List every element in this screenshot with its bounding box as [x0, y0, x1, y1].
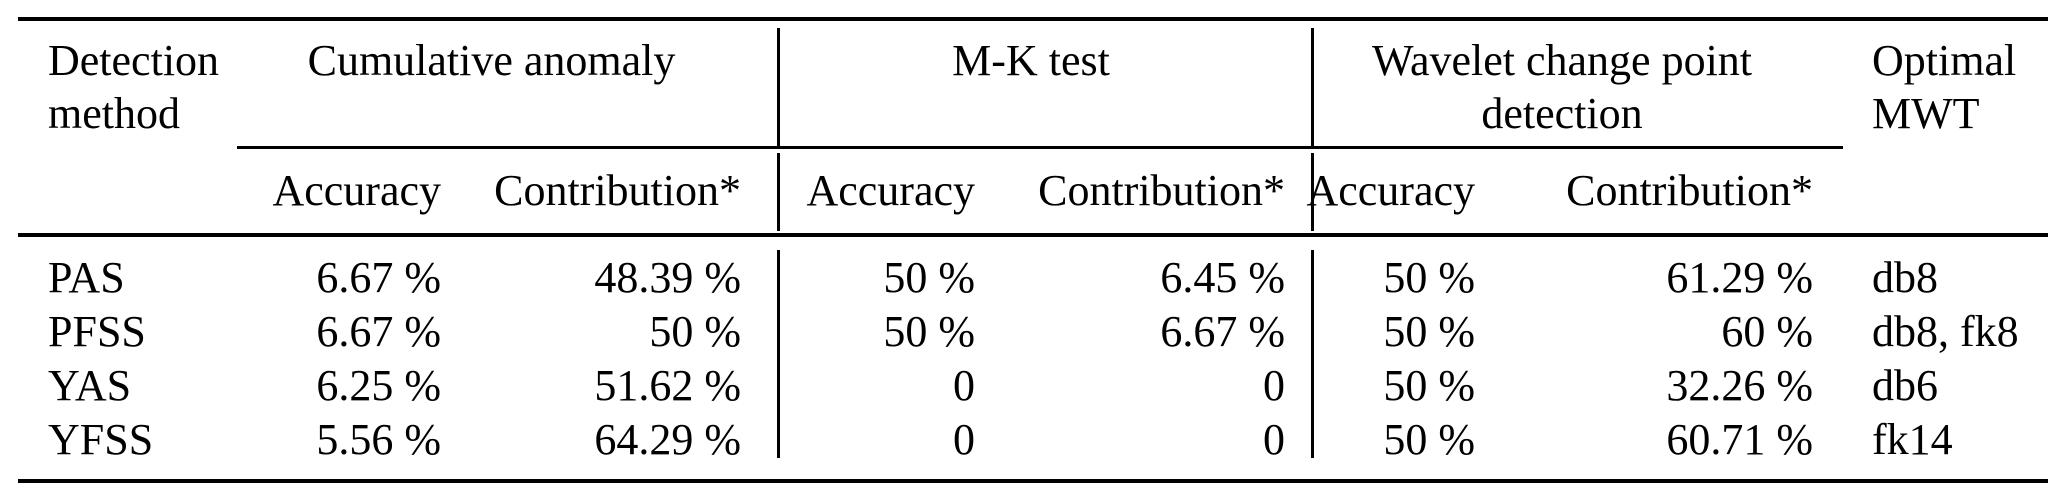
top-rule — [18, 17, 2048, 21]
cell-mk-accuracy: 50 % — [883, 253, 975, 302]
divider-cumulative-mk-segment — [777, 153, 780, 231]
group-header-rule — [237, 146, 1843, 149]
row-method-label: YFSS — [48, 415, 154, 464]
table-body: PAS 6.67 % 48.39 % 50 % 6.45 % 50 % 61.2… — [18, 237, 2048, 479]
group-header-mk-test: M-K test — [952, 36, 1110, 85]
row-method-label: YAS — [48, 361, 132, 410]
cell-mk-contribution: 6.67 % — [1160, 307, 1285, 356]
cell-optimal-mwt: db8, fk8 — [1872, 307, 2019, 356]
subheader-wv-contribution: Contribution* — [1566, 166, 1813, 215]
cell-wv-contribution: 32.26 % — [1666, 361, 1813, 410]
cell-wv-accuracy: 50 % — [1383, 253, 1475, 302]
cell-ca-contribution: 64.29 % — [594, 415, 741, 464]
cell-wv-accuracy: 50 % — [1383, 307, 1475, 356]
divider-mk-wavelet-segment — [1311, 28, 1314, 146]
cell-optimal-mwt: db6 — [1872, 361, 1938, 410]
row-method-label: PAS — [48, 253, 125, 302]
subheader-ca-contribution: Contribution* — [494, 166, 741, 215]
cell-mk-contribution: 0 — [1263, 361, 1285, 410]
cell-ca-accuracy: 5.56 % — [316, 415, 441, 464]
row-method-label: PFSS — [48, 307, 146, 356]
group-header-cumulative-anomaly: Cumulative anomaly — [307, 36, 676, 85]
cell-ca-contribution: 48.39 % — [594, 253, 741, 302]
cell-optimal-mwt: db8 — [1872, 253, 1938, 302]
subheader-row: Accuracy Contribution* Accuracy Contribu… — [18, 146, 2048, 233]
cell-optimal-mwt: fk14 — [1872, 415, 1953, 464]
subheader-mk-accuracy: Accuracy — [806, 166, 975, 215]
divider-cumulative-mk-segment — [777, 250, 780, 458]
cell-mk-accuracy: 0 — [953, 361, 975, 410]
column-header-detection-method: Detection method — [48, 36, 220, 138]
cell-wv-contribution: 60 % — [1721, 307, 1813, 356]
column-header-optimal-mwt: Optimal MWT — [1872, 36, 2017, 138]
group-header-wavelet-change-point: Wavelet change point detection — [1371, 36, 1753, 138]
subheader-wv-accuracy: Accuracy — [1306, 166, 1475, 215]
divider-mk-wavelet-segment — [1311, 153, 1314, 231]
cell-ca-accuracy: 6.67 % — [316, 307, 441, 356]
table-row: PAS 6.67 % 48.39 % 50 % 6.45 % 50 % 61.2… — [18, 251, 2048, 305]
table-row: YFSS 5.56 % 64.29 % 0 0 50 % 60.71 % fk1… — [18, 413, 2048, 467]
divider-mk-wavelet-segment — [1311, 250, 1314, 458]
group-header-row: Detection method Cumulative anomaly M-K … — [18, 17, 2048, 146]
divider-cumulative-mk-segment — [777, 28, 780, 146]
bottom-rule — [18, 479, 2048, 483]
cell-ca-contribution: 50 % — [649, 307, 741, 356]
cell-ca-accuracy: 6.25 % — [316, 361, 441, 410]
cell-wv-accuracy: 50 % — [1383, 361, 1475, 410]
table-row: PFSS 6.67 % 50 % 50 % 6.67 % 50 % 60 % d… — [18, 305, 2048, 359]
cell-wv-accuracy: 50 % — [1383, 415, 1475, 464]
subheader-rule — [18, 233, 2048, 237]
cell-mk-contribution: 0 — [1263, 415, 1285, 464]
table-row: YAS 6.25 % 51.62 % 0 0 50 % 32.26 % db6 — [18, 359, 2048, 413]
cell-mk-contribution: 6.45 % — [1160, 253, 1285, 302]
cell-ca-accuracy: 6.67 % — [316, 253, 441, 302]
cell-mk-accuracy: 50 % — [883, 307, 975, 356]
cell-wv-contribution: 60.71 % — [1666, 415, 1813, 464]
cell-mk-accuracy: 0 — [953, 415, 975, 464]
subheader-mk-contribution: Contribution* — [1038, 166, 1285, 215]
cell-ca-contribution: 51.62 % — [594, 361, 741, 410]
cell-wv-contribution: 61.29 % — [1666, 253, 1813, 302]
subheader-ca-accuracy: Accuracy — [272, 166, 441, 215]
